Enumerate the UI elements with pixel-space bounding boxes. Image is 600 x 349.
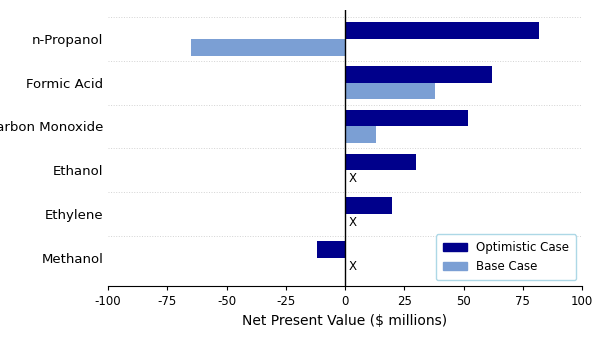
Text: X: X xyxy=(349,216,356,229)
Legend: Optimistic Case, Base Case: Optimistic Case, Base Case xyxy=(436,234,576,280)
Bar xyxy=(345,154,416,170)
Text: X: X xyxy=(349,172,356,185)
Bar xyxy=(345,66,492,83)
Bar xyxy=(345,110,468,126)
X-axis label: Net Present Value ($ millions): Net Present Value ($ millions) xyxy=(242,314,448,328)
Bar xyxy=(345,83,435,99)
Text: X: X xyxy=(349,260,356,273)
Bar xyxy=(345,22,539,39)
Bar xyxy=(345,126,376,143)
Bar xyxy=(317,241,345,258)
Bar xyxy=(191,39,345,55)
Bar xyxy=(345,197,392,214)
